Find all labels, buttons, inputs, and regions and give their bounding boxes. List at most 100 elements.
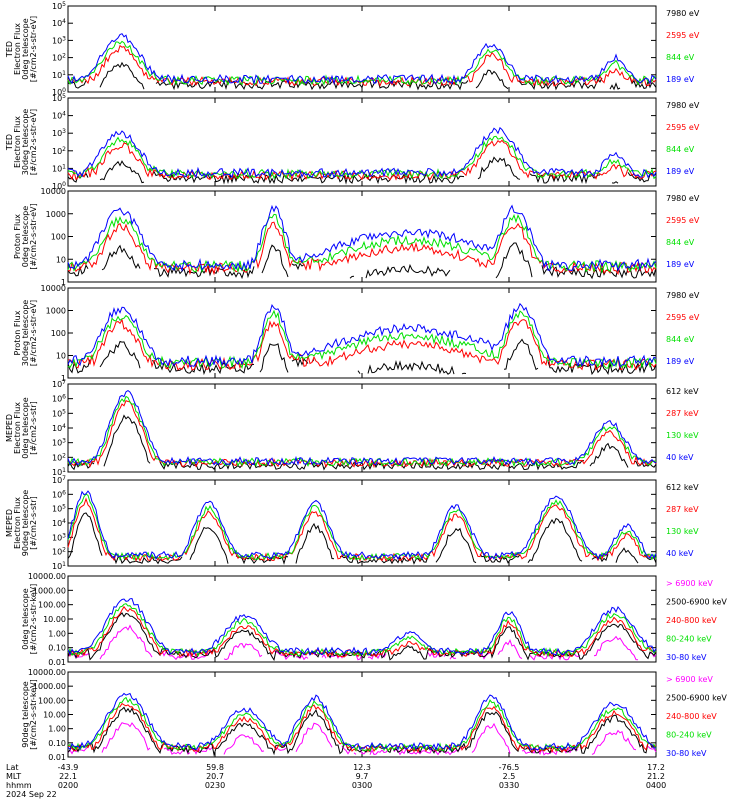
time-axis-lat: 17.2 xyxy=(647,763,665,772)
y-tick-label: 104 xyxy=(52,111,66,121)
legend-entry: 7980 eV xyxy=(666,194,700,203)
series-trace xyxy=(67,490,657,561)
y-tick-label: 106 xyxy=(52,489,66,499)
y-axis-label: 30deg telescope xyxy=(21,109,30,176)
time-axis-hhmm: 0400 xyxy=(646,781,666,790)
legend-entry: 844 eV xyxy=(666,238,695,247)
y-tick-label: 100.00 xyxy=(38,696,66,705)
legend-entry: 844 eV xyxy=(666,335,695,344)
series-trace xyxy=(67,135,657,180)
y-tick-label: 1.00 xyxy=(48,725,66,734)
y-tick-label: 1000.00 xyxy=(33,682,66,691)
y-tick-label: 102 xyxy=(52,146,66,156)
legend-entry: 7980 eV xyxy=(666,101,700,110)
y-tick-label: 1 xyxy=(61,374,66,383)
series-trace xyxy=(67,414,657,471)
legend-entry: 844 eV xyxy=(666,53,695,62)
y-tick-label: 1 xyxy=(61,278,66,287)
y-tick-label: 105 xyxy=(52,93,66,103)
panel-6: 101 102 103 104 105 106 107 MEPED Electron Flux 9… xyxy=(5,475,699,571)
legend-entry: 240-800 keV xyxy=(666,616,717,625)
y-axis-label: TED xyxy=(5,41,14,58)
time-axis-lat: 59.8 xyxy=(206,763,224,772)
series-trace xyxy=(67,597,657,657)
series-trace xyxy=(67,302,657,368)
time-axis-lat: 12.3 xyxy=(353,763,371,772)
legend-entry: 7980 eV xyxy=(666,291,700,300)
y-tick-label: 100 xyxy=(51,233,66,242)
legend-entry: 30-80 keV xyxy=(666,749,707,758)
y-axis-label: Proton Flux xyxy=(13,310,22,355)
time-axis-row-label: Lat xyxy=(6,763,19,772)
y-axis-label: 0deg telescope xyxy=(21,206,30,267)
y-axis-label: [#/cm2-s-str-eV] xyxy=(29,300,38,366)
panel-2: 100 101 102 103 104 105 TED Electron Flux 30deg … xyxy=(5,93,700,191)
legend-entry: 189 eV xyxy=(666,167,695,176)
y-axis-label: 90deg telescope xyxy=(21,490,30,557)
legend-entry: 40 keV xyxy=(666,453,694,462)
y-axis-label: [#/cm2-s-str] xyxy=(29,401,38,454)
y-axis-label: [#/cm2-s-str-keV] xyxy=(29,584,38,655)
time-axis-mlt: 20.7 xyxy=(206,772,224,781)
y-tick-label: 10 xyxy=(56,352,66,361)
y-tick-label: 10.00 xyxy=(43,711,66,720)
series-trace xyxy=(67,603,657,658)
y-tick-label: 104 xyxy=(52,518,66,528)
plot-frame xyxy=(67,575,657,663)
y-tick-label: 10000 xyxy=(41,187,66,196)
legend-entry: 2595 eV xyxy=(666,216,700,225)
y-tick-label: 100.00 xyxy=(38,601,66,610)
y-tick-label: 10000.00 xyxy=(28,572,66,581)
time-axis-mlt: 21.2 xyxy=(647,772,665,781)
time-axis-hhmm: 0230 xyxy=(205,781,225,790)
y-tick-label: 107 xyxy=(52,379,66,389)
y-tick-label: 103 xyxy=(52,438,66,448)
series-trace xyxy=(67,126,657,179)
legend-entry: 2595 eV xyxy=(666,313,700,322)
y-axis-label: [#/cm2-s-str-keV] xyxy=(29,679,38,750)
time-axis-hhmm: 0330 xyxy=(499,781,519,790)
y-tick-label: 0.10 xyxy=(48,739,66,748)
time-axis-lat: -43.9 xyxy=(58,763,79,772)
legend-entry: 189 eV xyxy=(666,260,695,269)
y-axis-label: TED xyxy=(5,134,14,151)
panel-5: 101 102 103 104 105 106 107 MEPED Electron Flux 0… xyxy=(5,379,699,477)
legend-entry: 189 eV xyxy=(666,357,695,366)
series-trace xyxy=(67,692,657,752)
legend-entry: > 6900 keV xyxy=(666,675,713,684)
y-tick-label: 0.10 xyxy=(48,644,66,653)
time-axis-row-label: hhmm xyxy=(6,781,32,790)
y-tick-label: 10000.00 xyxy=(28,668,66,677)
y-axis-label: Electron Flux xyxy=(13,497,22,549)
y-axis-label: 30deg telescope xyxy=(21,300,30,367)
legend-entry: 189 eV xyxy=(666,75,695,84)
plot-frame xyxy=(67,97,657,187)
panel-4: 1 10 100 1000 10000 Proton Flux 30deg telescop… xyxy=(13,284,700,383)
time-axis-hhmm: 0200 xyxy=(58,781,78,790)
y-tick-label: 101 xyxy=(52,561,66,571)
time-axis-row-label: MLT xyxy=(6,772,21,781)
legend-entry: 2595 eV xyxy=(666,31,700,40)
legend-entry: 287 keV xyxy=(666,505,699,514)
series-trace xyxy=(67,696,657,752)
legend-entry: 2500-6900 keV xyxy=(666,694,727,703)
series-trace xyxy=(67,242,657,280)
y-tick-label: 107 xyxy=(52,475,66,485)
y-tick-label: 100 xyxy=(51,329,66,338)
y-tick-label: 1000 xyxy=(46,210,66,219)
y-axis-label: MEPED xyxy=(5,414,14,442)
time-axis-lat: -76.5 xyxy=(499,763,520,772)
y-axis-label: 0deg telescope xyxy=(21,397,30,458)
legend-entry: 2595 eV xyxy=(666,123,700,132)
y-axis-label: Electron Flux xyxy=(13,23,22,75)
y-tick-label: 105 xyxy=(52,408,66,418)
y-tick-label: 103 xyxy=(52,128,66,138)
series-trace xyxy=(67,400,657,469)
y-tick-label: 104 xyxy=(52,18,66,28)
y-axis-label: MEPED xyxy=(5,509,14,537)
y-tick-label: 101 xyxy=(52,467,66,477)
y-tick-label: 10 xyxy=(56,255,66,264)
y-tick-label: 10.00 xyxy=(43,615,66,624)
time-axis-mlt: 22.1 xyxy=(59,772,77,781)
legend-entry: > 6900 keV xyxy=(666,579,713,588)
